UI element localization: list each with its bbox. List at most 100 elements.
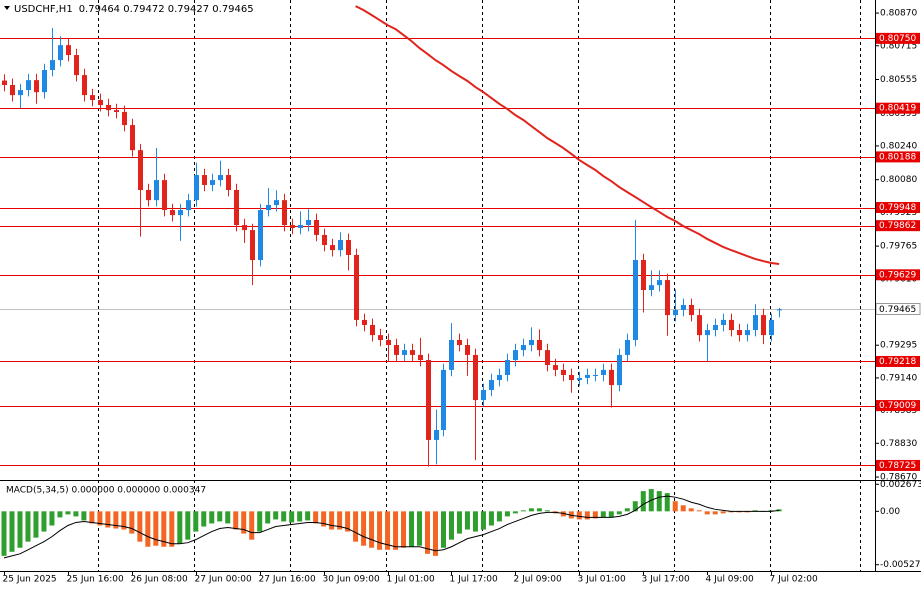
x-tick-label: 4 Jul 09:00: [706, 575, 755, 585]
macd-bar: [385, 511, 391, 550]
candle-body: [194, 175, 199, 201]
macd-bar: [313, 511, 319, 524]
macd-bar: [592, 511, 598, 519]
x-tick-label: 27 Jun 16:00: [259, 575, 316, 585]
candle-body: [633, 260, 638, 340]
x-tick-label: 27 Jun 00:00: [195, 575, 252, 585]
macd-bar: [600, 511, 606, 518]
y-tick-label: 0.80395: [880, 109, 917, 119]
macd-bar: [401, 511, 407, 548]
level-label-box: [876, 459, 920, 471]
candle-body: [553, 365, 558, 370]
level-label-box: [876, 102, 920, 114]
macd-bar: [121, 511, 127, 530]
macd-bar: [632, 501, 638, 512]
macd-bar: [433, 511, 439, 556]
y-tick-label: 0.78830: [880, 439, 917, 449]
level-label: 0.79218: [879, 357, 916, 367]
macd-bar: [153, 511, 159, 546]
plot-layer: 0.80870 0.80715 0.80555 0.80395 0.80240 0.800…: [0, 5, 921, 585]
macd-bar: [81, 511, 87, 521]
x-tick-label: 26 Jun 08:00: [131, 575, 188, 585]
candle-body: [258, 210, 263, 261]
candle-body: [617, 354, 622, 386]
candle-body: [681, 304, 686, 311]
y-tick-label: 0.80715: [880, 41, 917, 51]
candle-body: [473, 354, 478, 401]
candle-body: [561, 369, 566, 375]
candle-body: [34, 80, 39, 93]
candle-body: [601, 369, 606, 375]
candle-body: [346, 240, 351, 255]
macd-bar: [265, 511, 271, 524]
y-tick-label: 0.79295: [880, 341, 917, 351]
y-tick-label: -0.005278: [880, 560, 921, 570]
level-label: 0.78725: [879, 461, 916, 471]
macd-bar: [177, 511, 183, 544]
candle-body: [218, 175, 223, 181]
macd-bar: [305, 511, 311, 521]
level-label-box: [876, 355, 920, 367]
candle-body: [697, 315, 702, 336]
macd-bar: [345, 511, 351, 532]
macd-bar: [329, 511, 335, 530]
candle-body: [138, 150, 143, 191]
macd-bar: [624, 508, 630, 512]
candle-body: [298, 225, 303, 228]
chart-header: USDCHF,H1 0.79464 0.79472 0.79427 0.79465: [14, 4, 254, 15]
macd-bar: [297, 511, 303, 522]
candle-body: [609, 369, 614, 386]
macd-bar: [361, 511, 367, 546]
macd-bar: [193, 511, 199, 532]
macd-bar: [425, 511, 431, 554]
candle-body: [50, 60, 55, 71]
macd-bar: [137, 511, 143, 542]
candle-body: [266, 204, 271, 211]
macd-bar: [337, 511, 343, 530]
level-label: 0.79629: [879, 270, 916, 280]
candle-body: [577, 377, 582, 381]
candle-body: [274, 200, 279, 205]
macd-bar: [417, 511, 423, 546]
x-tick-label: 1 Jul 17:00: [450, 575, 499, 585]
x-tick-label: 25 Jun 2025: [3, 575, 57, 585]
macd-bar: [225, 511, 231, 524]
macd-bar: [504, 511, 510, 517]
y-tick-label: 0.002673: [880, 480, 921, 490]
candle-body: [122, 111, 127, 126]
level-label: 0.79009: [879, 401, 916, 411]
macd-bar: [113, 511, 119, 529]
macd-bar: [512, 511, 518, 514]
macd-bar: [448, 511, 454, 540]
candle-body: [26, 80, 31, 91]
candle-body: [10, 84, 15, 96]
x-tick-label: 25 Jun 16:00: [67, 575, 124, 585]
macd-bar: [185, 511, 191, 540]
macd-bar: [616, 511, 622, 515]
macd-bar: [353, 511, 359, 542]
candle-body: [753, 315, 758, 331]
candle-body: [721, 319, 726, 325]
level-label-box: [876, 220, 920, 232]
macd-bar: [25, 511, 31, 542]
level-label: 0.79948: [879, 203, 916, 213]
macd-bar: [257, 511, 263, 532]
macd-bar: [97, 511, 103, 526]
candle-body: [457, 339, 462, 346]
candle-body: [314, 219, 319, 235]
macd-bar: [201, 511, 207, 527]
candle-body: [705, 330, 710, 336]
candle-body: [2, 80, 7, 85]
candle-body: [178, 210, 183, 216]
macd-bar: [704, 511, 710, 515]
signal-line: [3, 495, 780, 559]
macd-bar: [544, 510, 550, 512]
candle-body: [713, 324, 718, 331]
macd-bar: [688, 508, 694, 512]
macd-bar: [720, 511, 726, 514]
macd-bar: [744, 511, 750, 513]
candle-body: [354, 254, 359, 320]
macd-bar: [393, 511, 399, 550]
